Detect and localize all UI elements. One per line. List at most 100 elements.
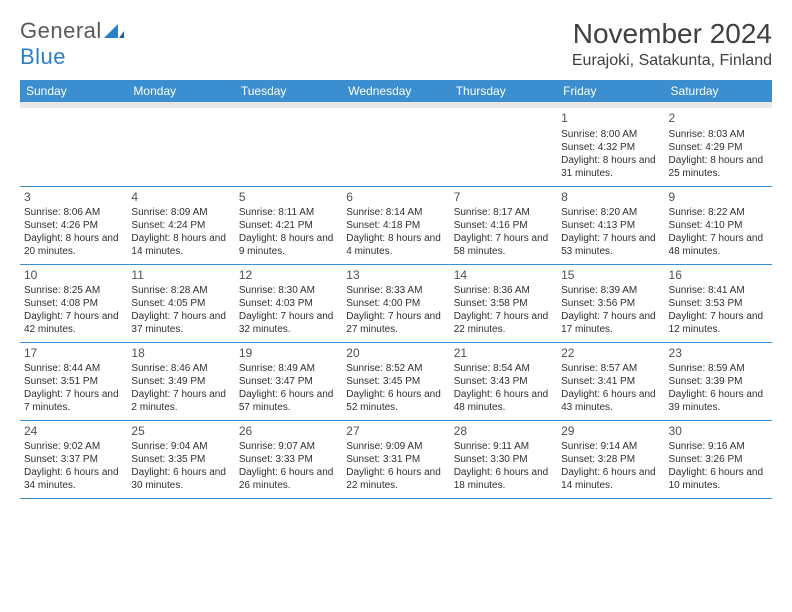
day-header: Monday bbox=[127, 80, 234, 102]
sunset-line: Sunset: 4:05 PM bbox=[131, 297, 230, 310]
calendar-cell: 28Sunrise: 9:11 AMSunset: 3:30 PMDayligh… bbox=[450, 420, 557, 498]
calendar-cell: 12Sunrise: 8:30 AMSunset: 4:03 PMDayligh… bbox=[235, 264, 342, 342]
sunset-line: Sunset: 4:08 PM bbox=[24, 297, 123, 310]
calendar-cell: 8Sunrise: 8:20 AMSunset: 4:13 PMDaylight… bbox=[557, 186, 664, 264]
sunrise-line: Sunrise: 8:33 AM bbox=[346, 284, 445, 297]
daylight-line: Daylight: 6 hours and 52 minutes. bbox=[346, 388, 445, 414]
sunset-line: Sunset: 3:39 PM bbox=[669, 375, 768, 388]
sunset-line: Sunset: 4:29 PM bbox=[669, 141, 768, 154]
calendar-cell: 20Sunrise: 8:52 AMSunset: 3:45 PMDayligh… bbox=[342, 342, 449, 420]
calendar-cell: 16Sunrise: 8:41 AMSunset: 3:53 PMDayligh… bbox=[665, 264, 772, 342]
sunrise-line: Sunrise: 8:20 AM bbox=[561, 206, 660, 219]
calendar-cell: 25Sunrise: 9:04 AMSunset: 3:35 PMDayligh… bbox=[127, 420, 234, 498]
calendar-cell: 9Sunrise: 8:22 AMSunset: 4:10 PMDaylight… bbox=[665, 186, 772, 264]
sunrise-line: Sunrise: 8:28 AM bbox=[131, 284, 230, 297]
sunrise-line: Sunrise: 9:02 AM bbox=[24, 440, 123, 453]
sail-icon bbox=[104, 18, 124, 44]
brand-text: GeneralBlue bbox=[20, 18, 124, 70]
calendar-cell: 10Sunrise: 8:25 AMSunset: 4:08 PMDayligh… bbox=[20, 264, 127, 342]
sunrise-line: Sunrise: 8:59 AM bbox=[669, 362, 768, 375]
sunrise-line: Sunrise: 8:30 AM bbox=[239, 284, 338, 297]
sunrise-line: Sunrise: 8:41 AM bbox=[669, 284, 768, 297]
calendar-cell: 4Sunrise: 8:09 AMSunset: 4:24 PMDaylight… bbox=[127, 186, 234, 264]
header: GeneralBlue November 2024 Eurajoki, Sata… bbox=[20, 18, 772, 70]
calendar-cell: 6Sunrise: 8:14 AMSunset: 4:18 PMDaylight… bbox=[342, 186, 449, 264]
calendar-cell: 15Sunrise: 8:39 AMSunset: 3:56 PMDayligh… bbox=[557, 264, 664, 342]
daylight-line: Daylight: 6 hours and 22 minutes. bbox=[346, 466, 445, 492]
day-number: 8 bbox=[561, 190, 660, 206]
calendar-cell: 1Sunrise: 8:00 AMSunset: 4:32 PMDaylight… bbox=[557, 108, 664, 186]
daylight-line: Daylight: 6 hours and 18 minutes. bbox=[454, 466, 553, 492]
sunrise-line: Sunrise: 8:11 AM bbox=[239, 206, 338, 219]
day-number: 7 bbox=[454, 190, 553, 206]
sunrise-line: Sunrise: 8:00 AM bbox=[561, 128, 660, 141]
daylight-line: Daylight: 8 hours and 25 minutes. bbox=[669, 154, 768, 180]
day-number: 27 bbox=[346, 424, 445, 440]
sunset-line: Sunset: 3:33 PM bbox=[239, 453, 338, 466]
day-number: 20 bbox=[346, 346, 445, 362]
title-block: November 2024 Eurajoki, Satakunta, Finla… bbox=[572, 18, 772, 70]
sunset-line: Sunset: 3:53 PM bbox=[669, 297, 768, 310]
calendar-cell: 7Sunrise: 8:17 AMSunset: 4:16 PMDaylight… bbox=[450, 186, 557, 264]
sunset-line: Sunset: 3:35 PM bbox=[131, 453, 230, 466]
calendar-body: 1Sunrise: 8:00 AMSunset: 4:32 PMDaylight… bbox=[20, 102, 772, 498]
daylight-line: Daylight: 8 hours and 31 minutes. bbox=[561, 154, 660, 180]
calendar-cell: 14Sunrise: 8:36 AMSunset: 3:58 PMDayligh… bbox=[450, 264, 557, 342]
day-number: 26 bbox=[239, 424, 338, 440]
sunrise-line: Sunrise: 8:22 AM bbox=[669, 206, 768, 219]
calendar-cell: 21Sunrise: 8:54 AMSunset: 3:43 PMDayligh… bbox=[450, 342, 557, 420]
daylight-line: Daylight: 7 hours and 42 minutes. bbox=[24, 310, 123, 336]
daylight-line: Daylight: 6 hours and 14 minutes. bbox=[561, 466, 660, 492]
daylight-line: Daylight: 6 hours and 34 minutes. bbox=[24, 466, 123, 492]
day-number: 22 bbox=[561, 346, 660, 362]
calendar-cell bbox=[450, 108, 557, 186]
day-number: 19 bbox=[239, 346, 338, 362]
calendar-cell bbox=[20, 108, 127, 186]
sunrise-line: Sunrise: 9:09 AM bbox=[346, 440, 445, 453]
sunrise-line: Sunrise: 8:06 AM bbox=[24, 206, 123, 219]
day-number: 14 bbox=[454, 268, 553, 284]
sunrise-line: Sunrise: 9:11 AM bbox=[454, 440, 553, 453]
calendar-page: GeneralBlue November 2024 Eurajoki, Sata… bbox=[0, 0, 792, 509]
brand-logo: GeneralBlue bbox=[20, 18, 124, 70]
daylight-line: Daylight: 6 hours and 39 minutes. bbox=[669, 388, 768, 414]
sunrise-line: Sunrise: 8:17 AM bbox=[454, 206, 553, 219]
sunrise-line: Sunrise: 8:49 AM bbox=[239, 362, 338, 375]
sunrise-line: Sunrise: 9:07 AM bbox=[239, 440, 338, 453]
calendar-cell bbox=[342, 108, 449, 186]
calendar-header-row: SundayMondayTuesdayWednesdayThursdayFrid… bbox=[20, 80, 772, 102]
day-number: 3 bbox=[24, 190, 123, 206]
sunrise-line: Sunrise: 8:14 AM bbox=[346, 206, 445, 219]
sunset-line: Sunset: 3:47 PM bbox=[239, 375, 338, 388]
daylight-line: Daylight: 7 hours and 2 minutes. bbox=[131, 388, 230, 414]
day-number: 25 bbox=[131, 424, 230, 440]
day-header: Sunday bbox=[20, 80, 127, 102]
daylight-line: Daylight: 7 hours and 58 minutes. bbox=[454, 232, 553, 258]
brand-word2: Blue bbox=[20, 44, 66, 69]
sunset-line: Sunset: 3:26 PM bbox=[669, 453, 768, 466]
day-number: 5 bbox=[239, 190, 338, 206]
sunrise-line: Sunrise: 8:36 AM bbox=[454, 284, 553, 297]
calendar-cell bbox=[235, 108, 342, 186]
month-title: November 2024 bbox=[572, 18, 772, 50]
sunset-line: Sunset: 4:00 PM bbox=[346, 297, 445, 310]
day-number: 30 bbox=[669, 424, 768, 440]
sunset-line: Sunset: 3:43 PM bbox=[454, 375, 553, 388]
daylight-line: Daylight: 7 hours and 12 minutes. bbox=[669, 310, 768, 336]
sunset-line: Sunset: 3:28 PM bbox=[561, 453, 660, 466]
day-number: 4 bbox=[131, 190, 230, 206]
day-number: 2 bbox=[669, 111, 768, 127]
sunset-line: Sunset: 3:51 PM bbox=[24, 375, 123, 388]
day-number: 17 bbox=[24, 346, 123, 362]
daylight-line: Daylight: 7 hours and 17 minutes. bbox=[561, 310, 660, 336]
day-header: Saturday bbox=[665, 80, 772, 102]
calendar-cell: 26Sunrise: 9:07 AMSunset: 3:33 PMDayligh… bbox=[235, 420, 342, 498]
sunrise-line: Sunrise: 9:14 AM bbox=[561, 440, 660, 453]
daylight-line: Daylight: 6 hours and 43 minutes. bbox=[561, 388, 660, 414]
day-number: 18 bbox=[131, 346, 230, 362]
sunrise-line: Sunrise: 8:46 AM bbox=[131, 362, 230, 375]
day-header: Tuesday bbox=[235, 80, 342, 102]
calendar-table: SundayMondayTuesdayWednesdayThursdayFrid… bbox=[20, 80, 772, 499]
daylight-line: Daylight: 7 hours and 27 minutes. bbox=[346, 310, 445, 336]
sunrise-line: Sunrise: 8:03 AM bbox=[669, 128, 768, 141]
